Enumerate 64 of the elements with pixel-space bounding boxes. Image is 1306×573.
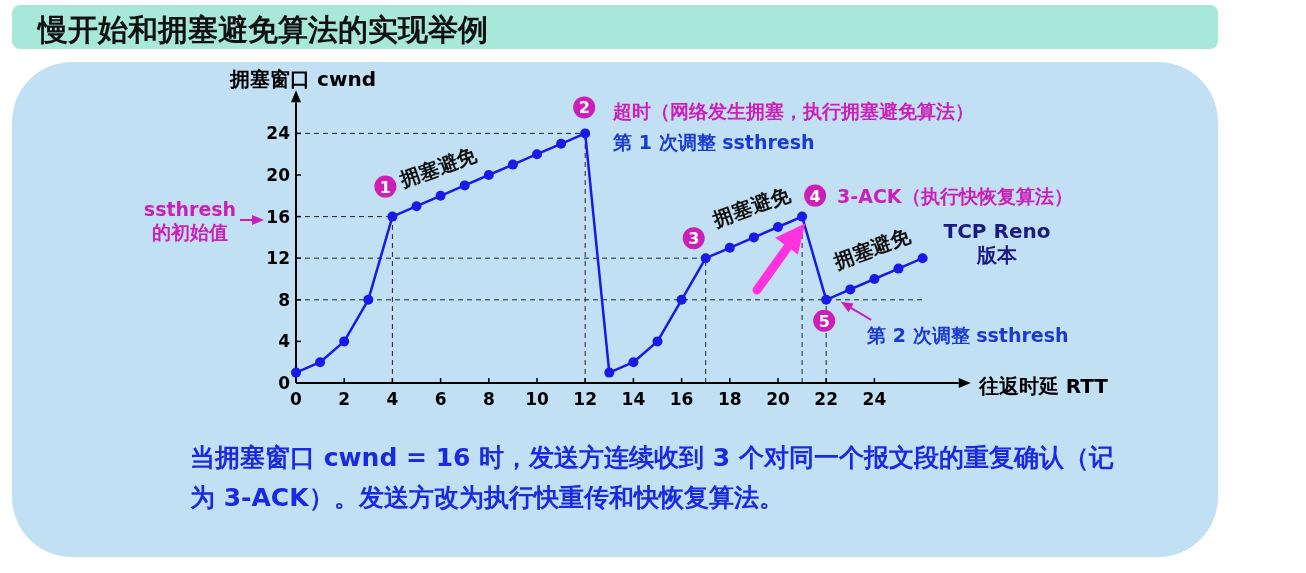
y-tick-label: 24: [266, 123, 291, 144]
point: [724, 242, 735, 253]
x-tick-label: 2: [338, 389, 351, 409]
x-tick-label: 24: [862, 389, 887, 409]
annotation: 3: [688, 229, 700, 249]
point: [821, 294, 832, 305]
point: [459, 180, 470, 191]
point: [556, 138, 567, 149]
x-axis-title: 往返时延 RTT: [977, 374, 1109, 398]
y-tick-label: 4: [278, 331, 291, 352]
point: [676, 294, 687, 305]
y-tick-label: 0: [278, 373, 291, 393]
annotation: 2: [578, 98, 590, 118]
x-tick-label: 10: [525, 389, 549, 409]
point: [435, 190, 446, 201]
x-tick-label: 18: [717, 389, 742, 409]
x-tick-label: 4: [386, 389, 399, 409]
annotation: 超时（网络发生拥塞，执行拥塞避免算法）: [612, 100, 975, 123]
text: 当拥塞窗口 cwnd = 16 时，发送方连续收到 3 个对同一个报文段的重复确认（记为 3-ACK）。发送方改为执行快重传和快恢复算法。: [190, 442, 1115, 514]
point: [869, 274, 880, 284]
point: [483, 170, 494, 180]
point: [893, 263, 904, 274]
annotation: 1: [379, 177, 391, 197]
point: [773, 222, 783, 232]
x-tick-label: 12: [573, 389, 598, 409]
text: ssthresh 的初始值: [143, 198, 237, 243]
y-tick-label: 16: [266, 206, 290, 227]
point: [700, 253, 711, 264]
annotation: 拥塞避免: [829, 223, 915, 274]
annotation: TCP Reno 版本: [943, 219, 1051, 267]
point: [845, 284, 856, 295]
annotation: 拥塞避免: [395, 141, 481, 193]
point: [748, 232, 759, 243]
x-tick-label: 8: [482, 389, 495, 409]
y-tick-label: 8: [278, 289, 290, 310]
point: [652, 336, 663, 347]
chart-title: 慢开始和拥塞避免算法的实现举例: [36, 12, 488, 47]
point: [411, 201, 422, 212]
x-tick-label: 14: [621, 389, 646, 409]
annotation: 拥塞避免: [708, 181, 795, 233]
point: [580, 128, 591, 139]
annotation: 4: [809, 186, 821, 206]
y-axis-title: 拥塞窗口 cwnd: [229, 67, 376, 92]
point: [339, 336, 350, 347]
point: [917, 253, 928, 264]
point: [315, 357, 326, 368]
point: [291, 367, 301, 378]
annotation: 第 1 次调整 ssthresh: [612, 131, 815, 154]
point: [628, 357, 639, 368]
point: [387, 211, 398, 222]
x-tick-label: 20: [766, 389, 790, 409]
annotation: 5: [818, 311, 830, 331]
point: [363, 294, 374, 305]
annotation: 3-ACK（执行快恢复算法）: [837, 184, 1073, 207]
x-tick-label: 22: [814, 389, 839, 409]
x-tick-label: 6: [434, 389, 447, 409]
point: [507, 159, 518, 170]
point: [532, 149, 542, 160]
y-tick-label: 12: [266, 248, 290, 269]
annotation: 第 2 次调整 ssthresh: [866, 323, 1069, 346]
y-tick-label: 20: [266, 165, 291, 185]
x-tick-label: 16: [669, 389, 694, 409]
point: [797, 211, 808, 222]
point: [604, 367, 615, 378]
